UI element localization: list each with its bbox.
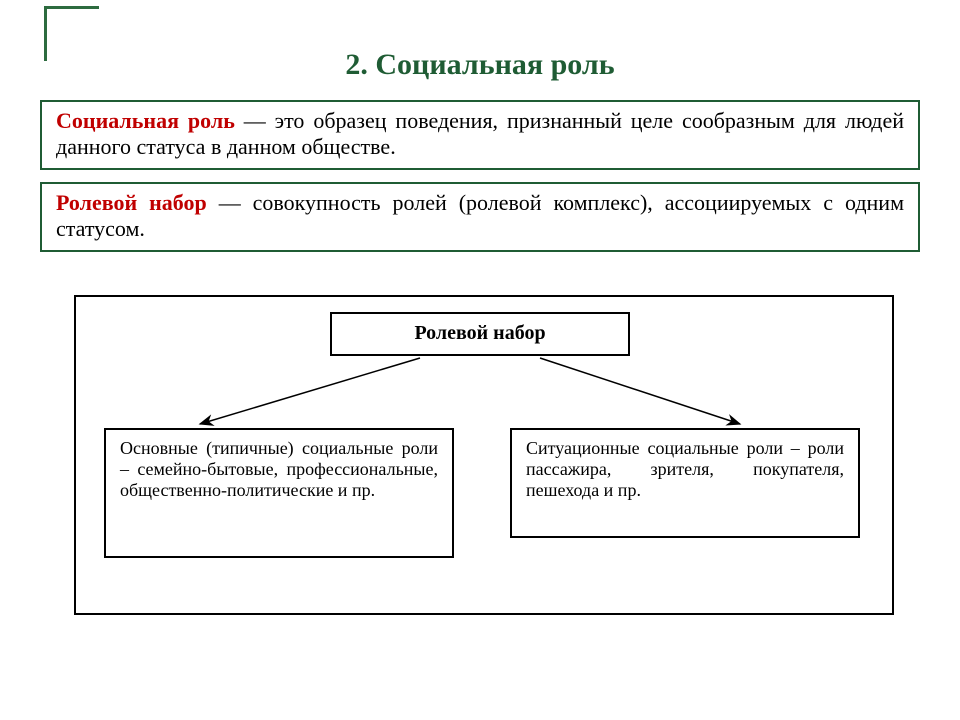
term-role-set: Ролевой набор <box>56 190 207 215</box>
diagram-child-situational-roles: Ситуационные социальные роли – роли пасс… <box>510 428 860 538</box>
child-basic-roles-text: Основные (типичные) социальные роли – се… <box>120 438 438 500</box>
definition-box-social-role: Социальная роль — это образец поведения,… <box>40 100 920 170</box>
diagram-root-node: Ролевой набор <box>330 312 630 356</box>
child-situational-roles-text: Ситуационные социальные роли – роли пасс… <box>526 438 844 500</box>
page-title: 2. Социальная роль <box>0 48 960 82</box>
term-social-role: Социальная роль <box>56 108 235 133</box>
title-text: 2. Социальная роль <box>345 48 614 81</box>
diagram-child-basic-roles: Основные (типичные) социальные роли – се… <box>104 428 454 558</box>
definition-box-role-set: Ролевой набор — совокупность ролей (роле… <box>40 182 920 252</box>
root-node-label: Ролевой набор <box>414 322 545 344</box>
